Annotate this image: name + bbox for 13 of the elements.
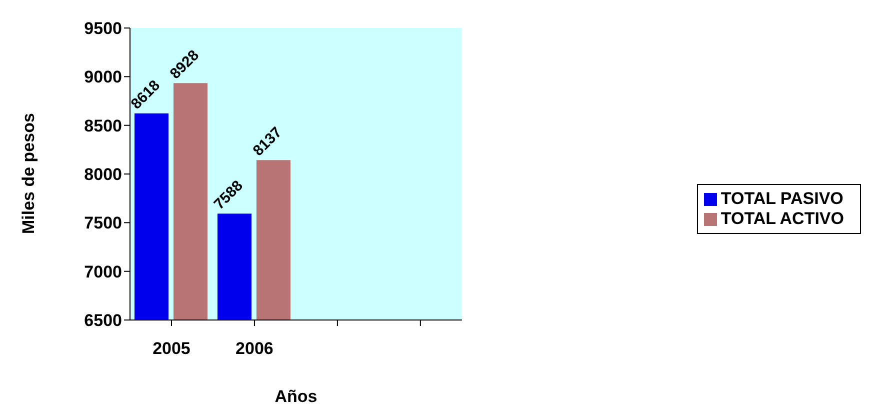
x-tick-label: 2006 bbox=[236, 339, 274, 358]
y-tick-label: 7500 bbox=[84, 214, 122, 233]
y-tick-label: 9000 bbox=[84, 68, 122, 87]
y-axis-title: Miles de pesos bbox=[19, 113, 38, 234]
y-tick-label: 8000 bbox=[84, 165, 122, 184]
y-tick-label: 7000 bbox=[84, 262, 122, 282]
x-axis-title: Años bbox=[274, 387, 318, 406]
x-tick-label: 2005 bbox=[152, 339, 190, 358]
y-tick-label: 8500 bbox=[84, 116, 122, 136]
legend-label: TOTAL PASIVO bbox=[720, 189, 844, 208]
legend-label: TOTAL ACTIVO bbox=[720, 209, 844, 228]
y-tick-label: 9500 bbox=[84, 19, 122, 38]
y-tick-label: 6500 bbox=[84, 311, 122, 330]
